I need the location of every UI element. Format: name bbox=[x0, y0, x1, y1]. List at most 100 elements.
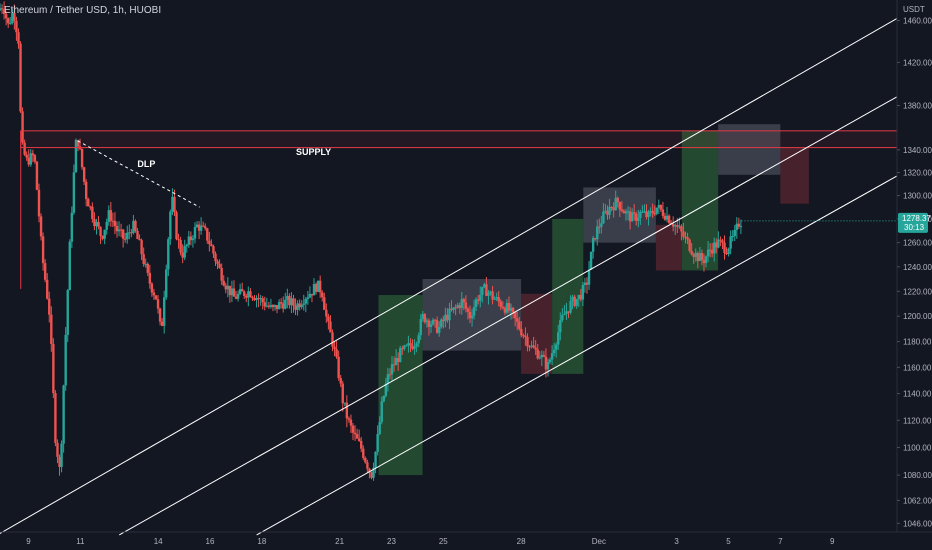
channel-line-2[interactable] bbox=[119, 96, 898, 536]
candle-body bbox=[394, 358, 398, 366]
candle-body bbox=[663, 215, 667, 220]
candle-body bbox=[671, 224, 675, 227]
candle-body bbox=[115, 226, 119, 232]
candle-body bbox=[99, 226, 102, 236]
candle-body bbox=[462, 298, 466, 303]
candle-body bbox=[327, 316, 330, 322]
candle-body bbox=[199, 225, 203, 231]
candle-body bbox=[206, 228, 209, 241]
time-tick-label: Dec bbox=[592, 537, 606, 546]
candle-body bbox=[513, 312, 517, 319]
red-range-box bbox=[780, 147, 809, 204]
candle-body bbox=[610, 206, 613, 208]
candle-body bbox=[236, 293, 240, 299]
candle-body bbox=[676, 225, 679, 227]
candle-body bbox=[251, 297, 254, 299]
candle-body bbox=[596, 226, 599, 240]
candle-body bbox=[349, 419, 353, 426]
candle-body bbox=[23, 142, 26, 155]
candle-body bbox=[298, 303, 301, 308]
candle-body bbox=[150, 283, 154, 293]
time-tick-label: 9 bbox=[26, 537, 31, 546]
time-tick-label: 25 bbox=[439, 537, 448, 546]
candle-body bbox=[267, 305, 271, 307]
candle-body bbox=[628, 211, 632, 222]
candle-body bbox=[204, 226, 207, 229]
candle-body bbox=[284, 299, 287, 309]
candle-body bbox=[126, 232, 129, 240]
candle-body bbox=[240, 289, 244, 292]
candle-body bbox=[177, 239, 180, 241]
last-price-tag: 1278.37 30:13 bbox=[898, 212, 931, 233]
candle-body bbox=[538, 357, 541, 359]
candle-body bbox=[323, 297, 326, 310]
candle-body bbox=[466, 308, 470, 312]
candle-body bbox=[60, 443, 63, 468]
candle-body bbox=[212, 246, 215, 254]
candle-body bbox=[331, 332, 334, 347]
candle-body bbox=[282, 303, 285, 309]
candle-body bbox=[345, 402, 349, 419]
candle-body bbox=[444, 314, 447, 322]
candle-body bbox=[614, 197, 617, 211]
candle-body bbox=[563, 314, 566, 316]
candle-body bbox=[89, 206, 92, 208]
candle-body bbox=[0, 8, 2, 11]
candle-body bbox=[292, 298, 295, 306]
candle-body bbox=[503, 308, 507, 313]
candle-body bbox=[392, 364, 396, 366]
dlp-trendline[interactable] bbox=[77, 140, 200, 208]
time-tick-label: 9 bbox=[830, 537, 835, 546]
candle-body bbox=[542, 354, 546, 357]
candle-body bbox=[505, 303, 509, 313]
candle-body bbox=[259, 298, 262, 300]
candle-body bbox=[232, 288, 236, 297]
candle-body bbox=[243, 291, 246, 297]
time-axis[interactable]: 9 11 14 16 18 21 23 25 28 Dec 3 5 7 9 bbox=[26, 537, 835, 546]
candle-body bbox=[405, 345, 408, 347]
candle-body bbox=[522, 335, 525, 337]
supply-zone[interactable] bbox=[20, 130, 898, 149]
candle-body bbox=[433, 319, 437, 321]
candle-body bbox=[105, 221, 108, 230]
candle-body bbox=[386, 374, 390, 384]
candle-body bbox=[452, 307, 455, 310]
candle-body bbox=[54, 393, 57, 443]
candle-body bbox=[425, 320, 429, 323]
candle-body bbox=[655, 207, 658, 214]
candle-body bbox=[606, 210, 609, 215]
candle-body bbox=[561, 314, 564, 321]
candle-body bbox=[710, 250, 714, 254]
candle-body bbox=[583, 282, 587, 286]
candle-body bbox=[370, 472, 373, 478]
drawings[interactable] bbox=[0, 18, 898, 536]
candle-body bbox=[559, 320, 562, 333]
candle-body bbox=[355, 434, 359, 439]
price-countdown: 30:13 bbox=[904, 223, 925, 232]
candle-body bbox=[226, 285, 230, 290]
candle-body bbox=[674, 225, 677, 227]
candle-body bbox=[380, 401, 383, 422]
candle-body bbox=[544, 356, 548, 370]
channel-line-3[interactable] bbox=[256, 175, 898, 536]
candle-body bbox=[554, 344, 558, 350]
candle-body bbox=[46, 279, 49, 299]
candle-body bbox=[214, 253, 217, 262]
candle-body bbox=[602, 211, 605, 224]
candle-body bbox=[680, 226, 683, 232]
candle-body bbox=[74, 139, 78, 173]
candle-body bbox=[700, 252, 704, 261]
candle-body bbox=[85, 181, 88, 200]
price-tick-label: 1062.00 bbox=[903, 496, 932, 505]
candle-body bbox=[569, 300, 572, 313]
candle-body bbox=[279, 302, 283, 304]
candle-body bbox=[579, 294, 583, 300]
candle-body bbox=[589, 251, 593, 270]
candle-body bbox=[364, 457, 367, 463]
channel-line-1[interactable] bbox=[0, 18, 898, 534]
candle-body bbox=[249, 291, 252, 298]
candle-body bbox=[470, 315, 474, 319]
candle-body bbox=[708, 249, 712, 251]
candle-body bbox=[501, 306, 505, 309]
